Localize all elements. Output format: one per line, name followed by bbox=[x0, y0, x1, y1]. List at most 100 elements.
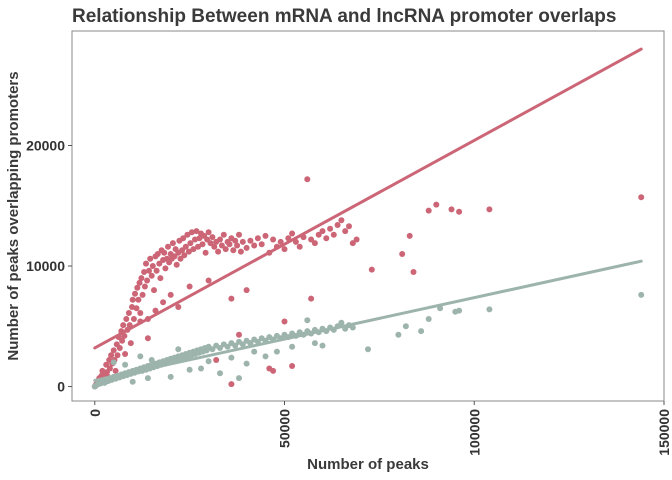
data-point bbox=[228, 295, 235, 302]
data-point bbox=[232, 342, 239, 349]
data-point bbox=[195, 243, 201, 250]
data-point bbox=[211, 243, 218, 250]
data-point bbox=[418, 328, 425, 335]
data-point bbox=[281, 246, 288, 253]
data-point bbox=[135, 296, 142, 303]
data-point bbox=[270, 236, 277, 243]
data-point bbox=[144, 277, 151, 284]
data-point bbox=[315, 231, 322, 238]
data-point bbox=[251, 348, 258, 355]
data-point bbox=[456, 307, 463, 314]
data-point bbox=[638, 291, 645, 298]
data-point bbox=[171, 253, 178, 260]
data-point bbox=[425, 207, 432, 214]
data-point bbox=[190, 246, 197, 253]
data-point bbox=[368, 266, 375, 273]
data-point bbox=[217, 370, 223, 377]
y-axis-label: Number of peaks overlapping promoters bbox=[5, 71, 22, 360]
data-point bbox=[157, 275, 164, 282]
data-point bbox=[122, 351, 129, 357]
y-tick-label: 20000 bbox=[26, 137, 65, 153]
data-point bbox=[144, 375, 151, 382]
data-point bbox=[243, 244, 250, 251]
data-point bbox=[220, 231, 227, 238]
data-point bbox=[217, 345, 223, 351]
data-point bbox=[224, 343, 231, 350]
data-point bbox=[139, 291, 146, 298]
data-point bbox=[167, 291, 174, 298]
x-tick-label: 100000 bbox=[466, 409, 482, 456]
data-point bbox=[182, 243, 189, 250]
data-point bbox=[132, 290, 138, 297]
data-point bbox=[144, 335, 151, 342]
data-point bbox=[289, 343, 296, 350]
data-point bbox=[173, 261, 180, 268]
data-point bbox=[160, 299, 167, 306]
data-point bbox=[134, 284, 141, 291]
data-point bbox=[251, 242, 258, 249]
data-point bbox=[270, 367, 277, 374]
data-point bbox=[239, 238, 246, 245]
data-point bbox=[177, 255, 184, 262]
data-point bbox=[215, 248, 222, 255]
data-point bbox=[123, 316, 130, 322]
data-point bbox=[146, 267, 152, 274]
data-point bbox=[125, 310, 132, 316]
data-point bbox=[304, 317, 311, 324]
data-point bbox=[205, 277, 212, 284]
data-point bbox=[486, 206, 493, 213]
data-point bbox=[349, 240, 356, 247]
data-point bbox=[353, 236, 360, 243]
data-point bbox=[289, 363, 296, 369]
data-point bbox=[147, 255, 154, 262]
data-point bbox=[323, 235, 330, 242]
data-point bbox=[319, 342, 326, 349]
data-point bbox=[296, 243, 303, 250]
data-point bbox=[247, 340, 254, 347]
chart-title: Relationship Between mRNA and lncRNA pro… bbox=[72, 6, 616, 27]
x-tick-label: 150000 bbox=[656, 409, 672, 456]
data-point bbox=[129, 378, 136, 385]
data-point bbox=[198, 365, 204, 372]
data-point bbox=[181, 252, 188, 259]
data-point bbox=[103, 361, 110, 368]
data-point bbox=[218, 242, 225, 249]
data-point bbox=[110, 347, 117, 354]
data-point bbox=[205, 358, 212, 365]
data-point bbox=[148, 272, 155, 279]
data-point bbox=[338, 319, 345, 326]
data-point bbox=[138, 275, 145, 282]
data-point bbox=[188, 229, 195, 236]
data-point bbox=[226, 241, 233, 248]
data-point bbox=[239, 341, 246, 348]
data-point bbox=[228, 354, 235, 361]
series-2-points bbox=[91, 291, 645, 390]
data-point bbox=[243, 360, 250, 367]
data-point bbox=[236, 231, 242, 238]
y-tick-label: 10000 bbox=[26, 258, 65, 274]
data-point bbox=[273, 348, 280, 355]
data-point bbox=[456, 208, 463, 215]
data-point bbox=[281, 318, 288, 325]
data-point bbox=[410, 269, 417, 275]
data-point bbox=[213, 357, 220, 363]
axis-ticks: 0 10000 20000 0 50000 100000 150000 bbox=[26, 137, 672, 455]
data-point bbox=[330, 231, 337, 238]
data-point bbox=[311, 240, 318, 247]
data-point bbox=[289, 230, 296, 237]
data-point bbox=[169, 240, 176, 247]
data-point bbox=[365, 346, 371, 353]
data-point bbox=[319, 228, 326, 235]
y-tick-label: 0 bbox=[57, 379, 65, 395]
data-point bbox=[165, 243, 171, 250]
data-point bbox=[136, 279, 143, 286]
data-point bbox=[433, 201, 440, 208]
data-point bbox=[638, 194, 645, 201]
plot-panel-border bbox=[71, 30, 665, 402]
data-point bbox=[199, 241, 206, 248]
data-point bbox=[121, 332, 128, 339]
data-point bbox=[334, 222, 341, 228]
data-point bbox=[156, 260, 163, 267]
trendlines bbox=[93, 47, 643, 383]
data-point bbox=[192, 236, 198, 243]
